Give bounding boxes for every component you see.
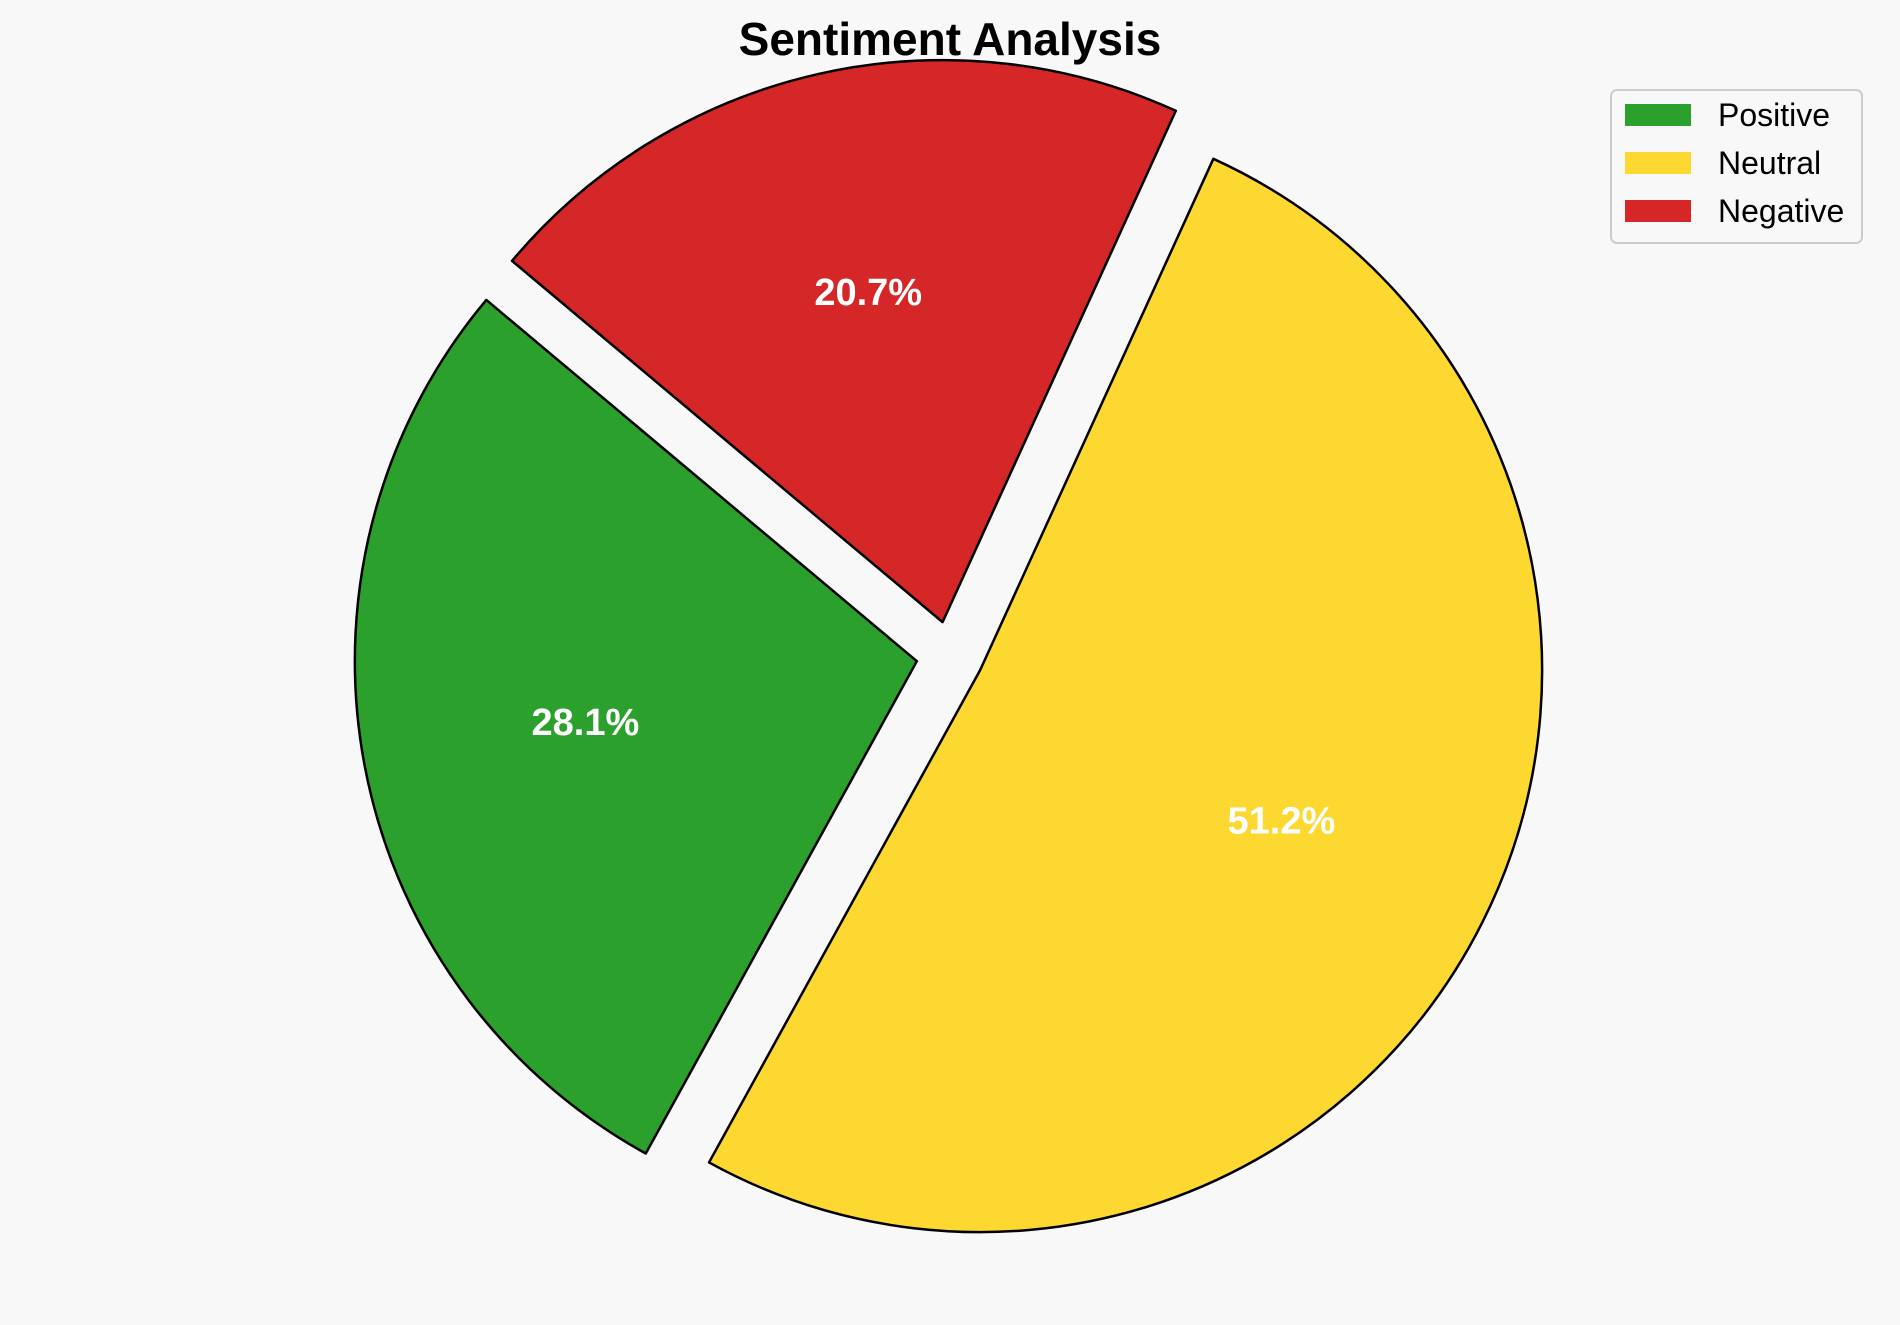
pie-slice-labels: 28.1% 51.2% 20.7% [532,272,1336,842]
legend-swatch-neutral [1625,152,1691,174]
legend-swatch-positive [1625,104,1691,126]
legend: Positive Neutral Negative [1610,89,1863,244]
slice-label-positive: 28.1% [532,702,640,744]
legend-label-positive: Positive [1718,97,1830,133]
pie-slice-neutral [707,157,1544,1234]
chart-title: Sentiment Analysis [739,13,1162,65]
pie-slices [353,58,1544,1234]
legend-label-negative: Negative [1718,193,1844,229]
slice-label-neutral: 51.2% [1228,801,1336,843]
slice-label-negative: 20.7% [814,272,922,314]
legend-label-neutral: Neutral [1718,145,1821,181]
pie-slice-positive [353,298,919,1155]
legend-swatch-negative [1625,200,1691,222]
pie-slice-negative [510,58,1178,624]
